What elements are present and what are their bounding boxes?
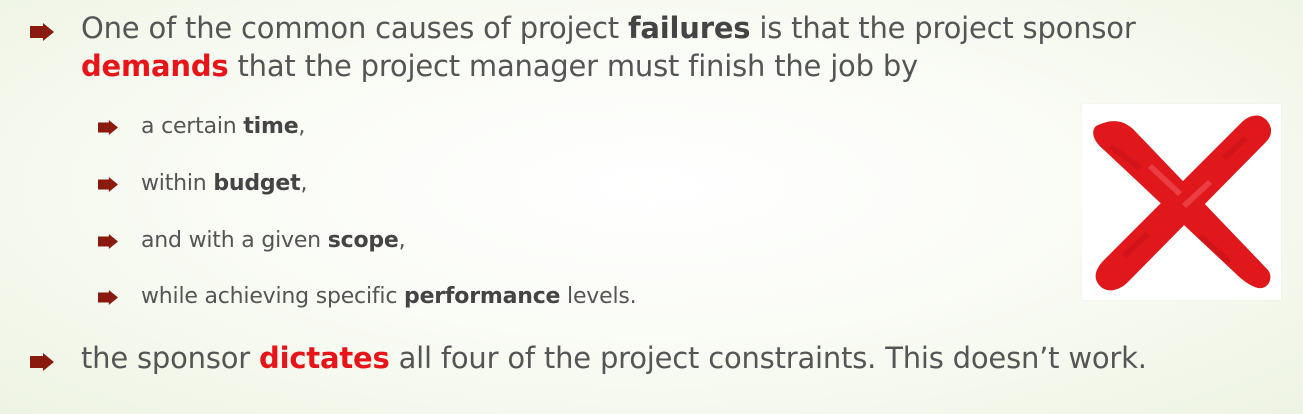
sub-bullet-text: while achieving specific performance lev… [141, 284, 637, 309]
bullet-arrow-icon [98, 234, 118, 249]
bullet-arrow-icon [98, 177, 118, 192]
text-segment: , [398, 228, 406, 253]
text-segment: , [300, 171, 308, 196]
sub-bullet-text: and with a given scope, [141, 228, 406, 253]
emphasis-dictates: dictates [259, 341, 390, 375]
sub-bullet-text: a certain time, [141, 114, 305, 139]
bullet-arrow-icon [30, 353, 54, 371]
bullet-text: the sponsor dictates all four of the pro… [81, 341, 1147, 375]
text-segment: the sponsor [81, 341, 260, 375]
text-segment: a certain [141, 114, 244, 139]
emphasis-performance: performance [404, 284, 561, 309]
text-segment: within [141, 171, 214, 196]
emphasis-budget: budget [213, 171, 301, 196]
emphasis-time: time [243, 114, 299, 139]
emphasis-scope: scope [327, 228, 399, 253]
text-segment: levels. [560, 284, 637, 309]
emphasis-demands: demands [81, 49, 229, 83]
text-segment: One of the common causes of project [81, 11, 628, 45]
text-segment: , [298, 114, 306, 139]
bullet-arrow-icon [98, 290, 118, 305]
red-x-mark-icon [1082, 104, 1281, 300]
bullet-text-continuation: demands that the project manager must fi… [81, 49, 918, 83]
text-segment: is that the project sponsor [750, 11, 1136, 45]
text-segment: while achieving specific [141, 284, 405, 309]
text-segment: that the project manager must finish the… [228, 49, 919, 83]
text-segment: and with a given [141, 228, 328, 253]
text-segment: all four of the project constraints. Thi… [389, 341, 1147, 375]
bullet-arrow-icon [98, 120, 118, 135]
emphasis-failures: failures [628, 11, 751, 45]
bullet-arrow-icon [30, 23, 54, 41]
bullet-text: One of the common causes of project fail… [81, 11, 1136, 45]
sub-bullet-text: within budget, [141, 171, 307, 196]
